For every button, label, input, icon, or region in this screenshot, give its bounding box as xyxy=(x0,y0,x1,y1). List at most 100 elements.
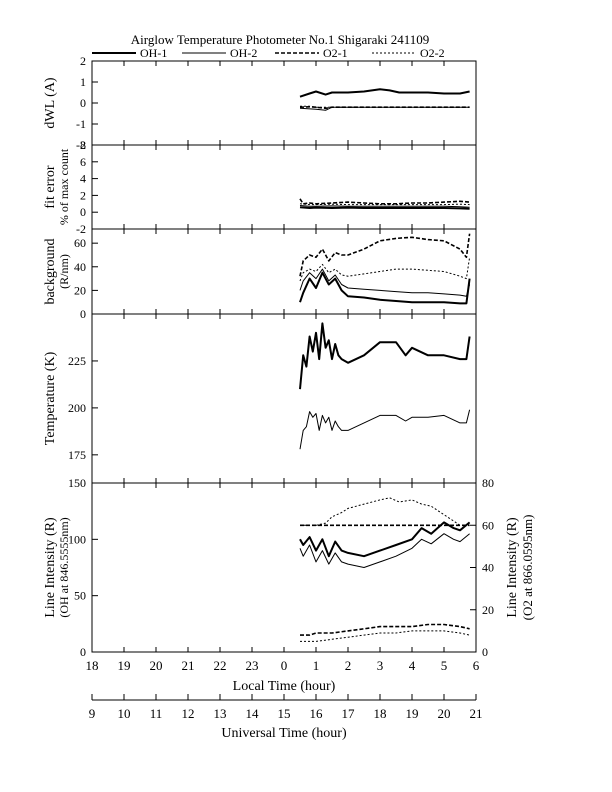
legend-label-o2-1: O2-1 xyxy=(323,46,348,60)
series-o2-2 xyxy=(300,105,364,108)
y-tick-label: 50 xyxy=(74,589,86,603)
legend-label-o2-2: O2-2 xyxy=(420,46,445,60)
series-o2-1-low xyxy=(300,623,470,636)
y-tick-label: -1 xyxy=(76,117,86,131)
panel-frame xyxy=(91,313,477,484)
local-time-tick-label: 1 xyxy=(313,658,320,673)
series-o2-1 xyxy=(299,198,470,205)
local-time-tick-label: 23 xyxy=(246,658,259,673)
series-o2-2 xyxy=(299,257,471,282)
universal-time-tick-label: 10 xyxy=(118,706,131,721)
y-axis-label: Temperature (K) xyxy=(43,351,58,445)
y-tick-label: -2 xyxy=(76,222,86,236)
local-time-tick-label: 0 xyxy=(281,658,288,673)
series-oh-1 xyxy=(299,88,470,98)
universal-time-tick-label: 13 xyxy=(214,706,227,721)
y-tick-label: -2 xyxy=(76,138,86,152)
series-o2-1 xyxy=(299,233,471,277)
universal-time-tick-label: 12 xyxy=(182,706,195,721)
y-tick-label: 40 xyxy=(74,260,86,274)
panel-dwl: -2 -1 0 1 2 dWL (A) xyxy=(43,54,477,152)
y-right-axis-sublabel: (O2 at 866.0595nm) xyxy=(520,515,535,621)
series-oh-2 xyxy=(299,205,470,208)
panel-temperature: 175 200 225 Temperature (K) xyxy=(43,313,477,484)
y-right-tick-label: 60 xyxy=(482,518,494,532)
universal-time-tick-label: 21 xyxy=(470,706,483,721)
y-right-tick-label: 40 xyxy=(482,561,494,575)
legend-label-oh-2: OH-2 xyxy=(230,46,257,60)
y-axis-sublabel: (OH at 846.5555nm) xyxy=(57,517,71,617)
universal-time-tick-label: 16 xyxy=(310,706,324,721)
legend-label-oh-1: OH-1 xyxy=(140,46,167,60)
series-oh-1 xyxy=(299,521,471,558)
y-tick-label: 100 xyxy=(68,532,86,546)
series-o2-2-low xyxy=(300,630,470,642)
panel-frame xyxy=(91,144,477,230)
y-axis-label: Line Intensity (R) xyxy=(43,517,58,618)
local-time-tick-label: 3 xyxy=(377,658,384,673)
y-right-tick-label: 0 xyxy=(482,645,488,659)
local-time-tick-label: 22 xyxy=(214,658,227,673)
panel-frame xyxy=(91,482,477,653)
local-time-axis-label: Local Time (hour) xyxy=(233,679,336,694)
y-tick-label: 225 xyxy=(68,354,86,368)
y-axis-sublabel: (R/nm) xyxy=(57,254,71,289)
universal-time-tick-label: 19 xyxy=(406,706,419,721)
y-tick-label: 200 xyxy=(68,401,86,415)
series-o2-2 xyxy=(299,203,470,206)
y-tick-label: 175 xyxy=(68,448,86,462)
y-tick-label: 6 xyxy=(80,155,86,169)
series-oh-1 xyxy=(299,322,471,390)
series-oh-1 xyxy=(299,206,470,210)
local-time-tick-label: 20 xyxy=(150,658,163,673)
panels: -2 -1 0 1 2 dWL (A) -2 0 2 4 6 8 fit error% of max c… xyxy=(43,54,535,659)
legend: OH-1 OH-2 O2-1 O2-2 xyxy=(92,46,445,60)
y-tick-label: 60 xyxy=(74,236,86,250)
panel-fit_error: -2 0 2 4 6 8 fit error% of max count xyxy=(43,138,477,236)
universal-time-tick-label: 18 xyxy=(374,706,387,721)
local-time-tick-label: 21 xyxy=(182,658,195,673)
series-oh-2 xyxy=(299,409,471,450)
y-tick-label: 4 xyxy=(80,172,86,186)
y-tick-label: 8 xyxy=(80,138,86,152)
panel-frame xyxy=(91,60,477,146)
y-tick-label: 20 xyxy=(74,283,86,297)
series-o2-2 xyxy=(300,497,461,526)
local-time-tick-label: 2 xyxy=(345,658,352,673)
y-right-axis-label: Line Intensity (R) xyxy=(505,517,520,618)
y-axis-label: fit error xyxy=(43,165,58,208)
y-axis-sublabel: % of max count xyxy=(57,148,71,225)
y-tick-label: 0 xyxy=(80,205,86,219)
y-tick-label: 0 xyxy=(80,307,86,321)
universal-time-tick-label: 11 xyxy=(150,706,163,721)
local-time-tick-label: 6 xyxy=(473,658,480,673)
y-tick-label: 2 xyxy=(80,54,86,68)
series-oh-2 xyxy=(299,533,470,568)
y-tick-label: 2 xyxy=(80,188,86,202)
y-tick-label: 1 xyxy=(80,75,86,89)
universal-time-tick-label: 17 xyxy=(342,706,356,721)
local-time-tick-label: 18 xyxy=(86,658,99,673)
y-tick-label: 0 xyxy=(80,645,86,659)
universal-time-axis-label: Universal Time (hour) xyxy=(221,726,347,741)
universal-time-tick-label: 20 xyxy=(438,706,451,721)
y-right-tick-label: 20 xyxy=(482,603,494,617)
local-time-tick-label: 5 xyxy=(441,658,448,673)
y-right-tick-label: 80 xyxy=(482,476,494,490)
y-tick-label: 150 xyxy=(68,476,86,490)
universal-time-tick-label: 15 xyxy=(278,706,291,721)
local-time-tick-label: 4 xyxy=(409,658,416,673)
local-time-tick-label: 19 xyxy=(118,658,131,673)
universal-time-tick-label: 9 xyxy=(89,706,96,721)
y-axis-label: dWL (A) xyxy=(43,77,58,129)
series-oh-1 xyxy=(299,271,471,305)
y-axis-label: background xyxy=(43,238,58,304)
panel-background: 0 20 40 60 background (R/nm) xyxy=(43,228,477,321)
series-oh-2 xyxy=(299,268,471,297)
y-tick-label: 0 xyxy=(80,96,86,110)
universal-time-tick-label: 14 xyxy=(246,706,260,721)
figure-title: Airglow Temperature Photometer No.1 Shig… xyxy=(131,32,430,47)
